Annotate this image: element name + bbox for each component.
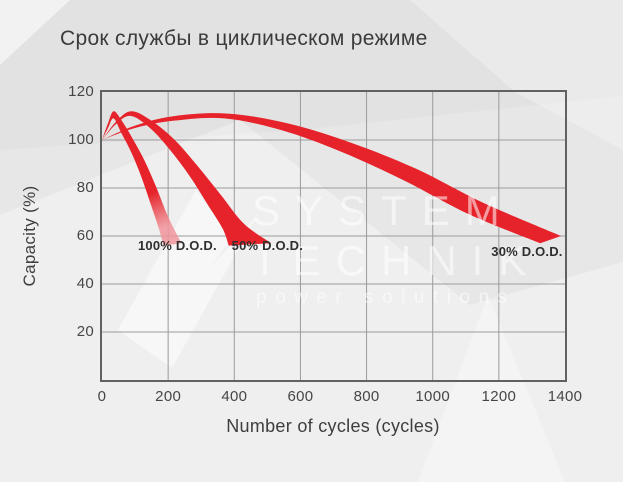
chart-band-100-d-o-d [102,111,182,246]
x-tick-label: 200 [155,388,182,405]
x-tick-label: 600 [287,388,314,405]
x-axis-title: Number of cycles (cycles) [226,416,440,436]
x-tick-label: 1400 [547,388,583,405]
plot-canvas [102,92,565,380]
y-tick-label: 120 [68,83,94,100]
x-tick-label: 1000 [415,388,450,405]
x-tick-label: 800 [353,388,380,405]
series-label-50-d-o-d: 50% D.O.D. [231,237,304,253]
y-tick-label: 20 [76,323,94,340]
y-tick-label: 40 [76,275,94,292]
x-tick-label: 0 [97,388,107,405]
y-tick-label: 60 [76,227,94,244]
x-tick-label: 1200 [481,388,517,405]
capacity-bands [102,111,561,246]
x-tick-label: 400 [221,388,248,405]
chart-band-50-d-o-d [102,111,272,246]
y-tick-label: 80 [76,179,94,196]
y-axis-title: Capacity (%) [20,185,39,287]
chart-band-30-d-o-d [102,113,561,244]
plot-area: SYSTEM TECHNIK power solutions [100,90,567,382]
series-label-100-d-o-d: 100% D.O.D. [137,237,217,253]
y-tick-label: 100 [68,131,94,148]
chart-title: Срок службы в циклическом режиме [60,27,428,50]
series-label-30-d-o-d: 30% D.O.D. [491,243,563,259]
